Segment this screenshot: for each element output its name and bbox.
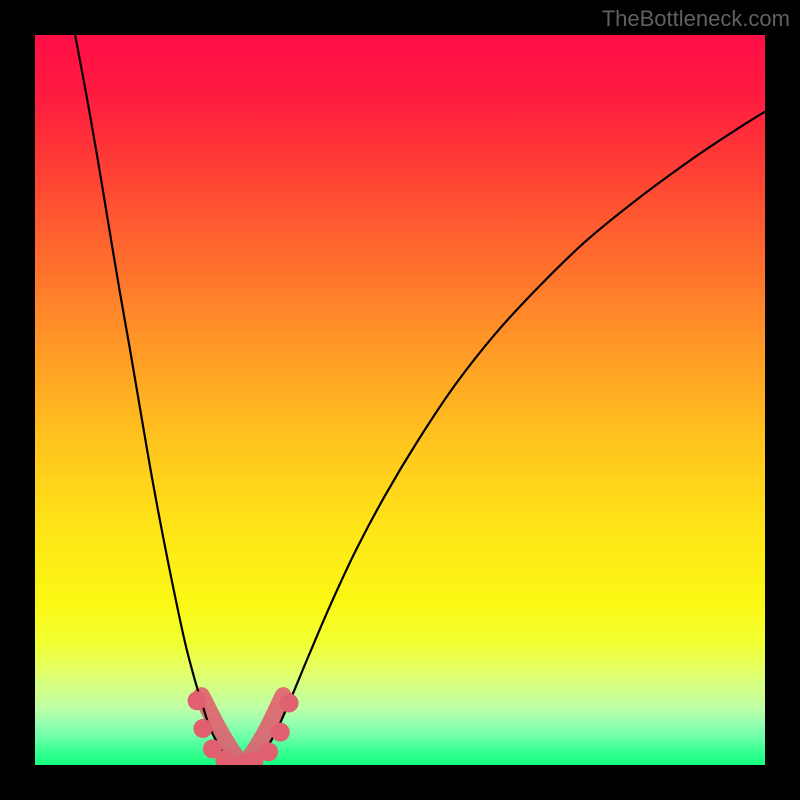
chart-curve-right — [258, 112, 765, 760]
chart-curve-left — [75, 35, 229, 759]
watermark-text: TheBottleneck.com — [602, 6, 790, 32]
chart-plot-area — [35, 35, 765, 765]
chart-curves — [35, 35, 765, 765]
